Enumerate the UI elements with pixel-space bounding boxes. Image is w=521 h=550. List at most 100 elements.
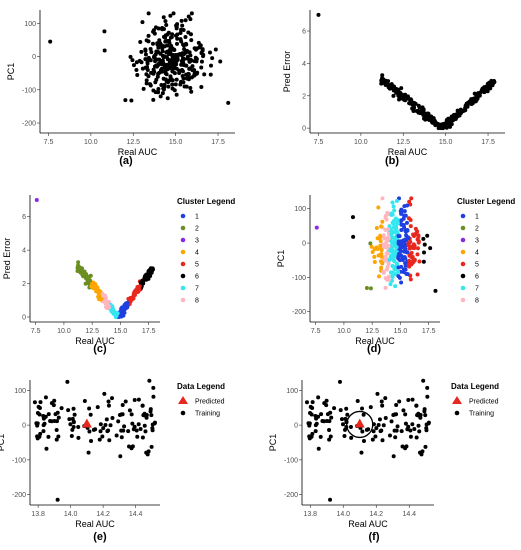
data-point — [389, 232, 394, 237]
data-point — [382, 79, 387, 84]
chart-panel: 7.5 10.0 12.5 15.0 17.5 100 0 -100 -200 Real AUC P… — [276, 195, 515, 355]
data-point — [93, 427, 98, 432]
data-point — [95, 405, 100, 410]
data-point — [403, 421, 408, 426]
data-point — [313, 423, 318, 428]
data-point — [472, 96, 477, 101]
data-point — [415, 272, 420, 277]
data-point — [145, 59, 150, 64]
data-point — [381, 270, 386, 275]
x-axis-label: Real AUC — [75, 519, 115, 529]
data-point — [395, 230, 400, 235]
data-point — [86, 450, 91, 455]
data-point — [144, 38, 149, 43]
data-point — [416, 239, 421, 244]
data-point — [390, 275, 395, 280]
data-point — [400, 96, 405, 101]
data-point — [406, 216, 411, 221]
data-point — [415, 413, 420, 418]
data-point — [114, 433, 119, 438]
data-point — [306, 421, 311, 426]
data-point — [165, 96, 170, 101]
data-point — [132, 398, 137, 403]
data-point — [226, 100, 231, 105]
data-point — [56, 415, 61, 420]
data-point — [474, 93, 479, 98]
data-point — [339, 417, 344, 422]
data-point — [72, 412, 77, 417]
data-point — [199, 84, 204, 89]
data-point — [394, 261, 399, 266]
data-point — [415, 246, 420, 251]
data-point — [394, 402, 399, 407]
data-point — [183, 18, 188, 23]
data-point — [153, 25, 158, 30]
data-point — [149, 50, 154, 55]
data-point — [179, 62, 184, 67]
data-point — [375, 391, 380, 396]
y-axis-label: PC1 — [268, 434, 278, 452]
data-point — [188, 57, 193, 62]
data-point — [55, 410, 60, 415]
data-point — [143, 52, 148, 57]
data-point — [411, 100, 416, 105]
x-tick-label: 7.5 — [311, 328, 321, 335]
x-tick-label: 14.4 — [402, 511, 416, 518]
data-point — [103, 295, 108, 300]
y-tick-label: 6 — [302, 29, 306, 36]
data-point — [345, 412, 350, 417]
data-point — [416, 233, 421, 238]
data-point — [110, 416, 115, 421]
data-point — [388, 282, 393, 287]
data-point — [391, 219, 396, 224]
data-point — [189, 75, 194, 80]
legend-item-label: 8 — [195, 298, 199, 305]
x-tick-label: 12.5 — [85, 328, 99, 335]
y-tick-label: 6 — [22, 214, 26, 221]
data-point — [151, 29, 156, 34]
data-point — [386, 244, 391, 249]
data-point — [379, 252, 384, 257]
panel-label: (a) — [119, 155, 133, 167]
y-tick-label: 0 — [302, 241, 306, 248]
data-point — [422, 250, 427, 255]
data-point — [120, 402, 125, 407]
data-point — [180, 51, 185, 56]
data-point — [114, 311, 119, 316]
data-point — [370, 437, 375, 442]
legend-marker — [460, 249, 466, 255]
data-point — [484, 84, 489, 89]
chart-panel: 7.5 10.0 12.5 15.0 17.5 100 0 -100 -200 Real AUC P… — [6, 10, 235, 167]
data-point — [425, 111, 430, 116]
data-point — [422, 407, 427, 412]
data-point — [404, 220, 409, 225]
data-point — [35, 434, 40, 439]
x-tick-label: 7.5 — [314, 139, 324, 146]
legend-item-label: 7 — [475, 286, 479, 293]
data-point — [401, 408, 406, 413]
data-point — [399, 429, 404, 434]
data-point — [373, 434, 378, 439]
data-point — [144, 81, 149, 86]
data-point — [97, 437, 102, 442]
data-point — [143, 48, 148, 53]
data-point — [106, 403, 111, 408]
data-point — [168, 35, 173, 40]
data-point — [316, 395, 321, 400]
data-point — [386, 82, 391, 87]
data-point — [201, 52, 206, 57]
data-point — [135, 434, 140, 439]
data-point — [139, 49, 144, 54]
data-point — [396, 265, 401, 270]
data-point — [127, 444, 132, 449]
data-point — [118, 454, 123, 459]
data-point — [123, 302, 128, 307]
data-point — [146, 74, 151, 79]
data-point — [82, 398, 87, 403]
data-point — [376, 205, 381, 210]
data-point — [146, 33, 151, 38]
data-point — [186, 30, 191, 35]
data-point — [156, 87, 161, 92]
data-point — [344, 406, 349, 411]
data-point — [102, 391, 107, 396]
